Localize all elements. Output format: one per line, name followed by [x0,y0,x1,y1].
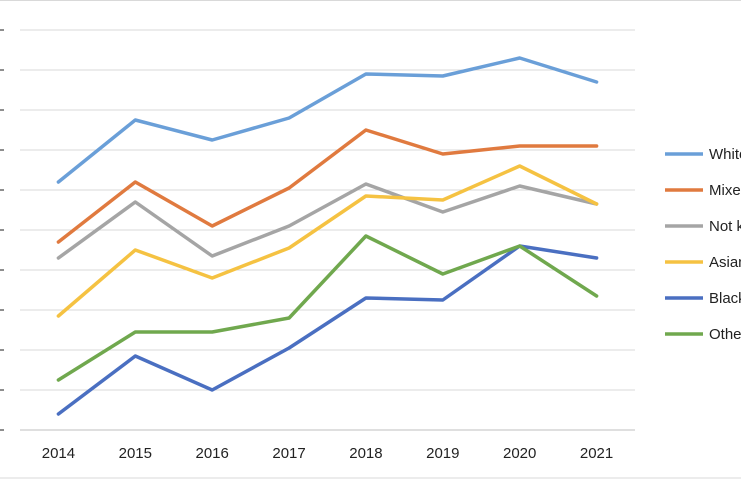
x-tick-label: 2015 [119,445,152,462]
x-tick-labels: 2014 2015 2016 2017 2018 2019 2020 2021 [42,445,614,462]
x-tick-label: 2017 [272,445,305,462]
series-lines [56,56,599,416]
gridlines [20,29,635,391]
series-line [56,234,599,382]
x-tick-label: 2020 [503,445,536,462]
series-line [56,56,599,184]
legend-label: Other [709,326,741,343]
series-line [56,164,599,318]
legend-label: Asian [709,254,741,271]
series-line [56,182,599,260]
legend: White Mixed Not known Asian Black Other [665,146,741,343]
x-tick-label: 2016 [196,445,229,462]
x-tick-label: 2021 [580,445,613,462]
legend-label: Black [709,290,741,307]
legend-label: Mixed [709,182,741,199]
series-line [56,244,599,416]
series-line [56,128,599,244]
x-tick-label: 2018 [349,445,382,462]
legend-label: Not known [709,218,741,235]
x-tick-label: 2019 [426,445,459,462]
legend-label: White [709,146,741,163]
x-tick-label: 2014 [42,445,75,462]
